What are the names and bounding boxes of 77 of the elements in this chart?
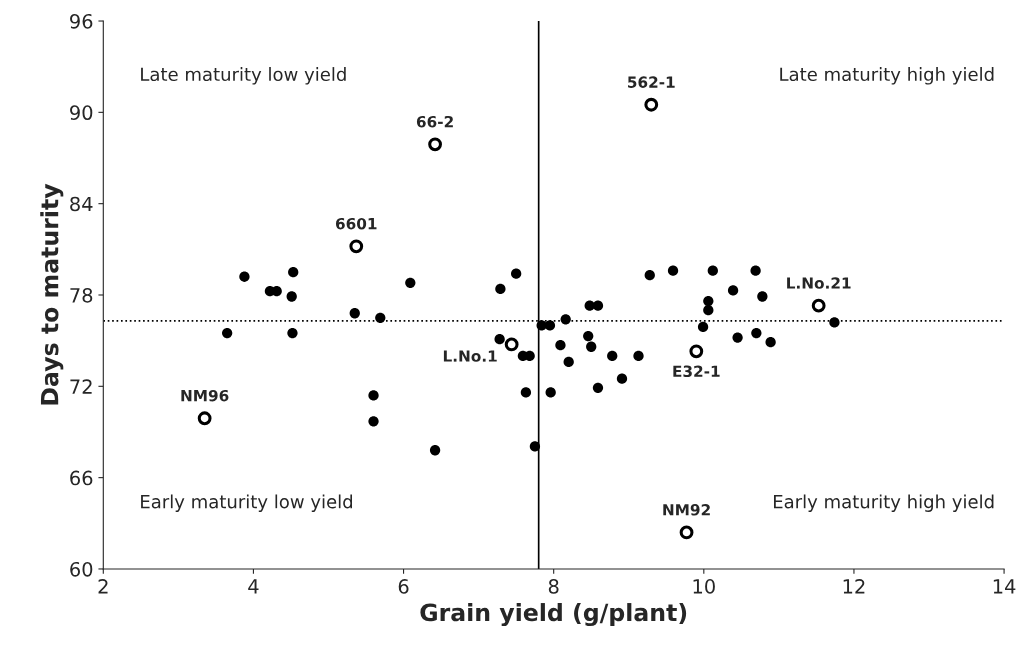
point <box>504 337 519 352</box>
y-tick-label: 66 <box>70 470 93 486</box>
point <box>750 265 761 276</box>
point <box>555 340 566 351</box>
point <box>607 350 618 362</box>
point <box>563 356 574 368</box>
point <box>560 314 571 325</box>
y-tick-label: 60 <box>70 561 93 577</box>
annotation: Early maturity low yield <box>141 494 352 512</box>
x-tick-label: 6 <box>398 579 409 594</box>
y-tick-label: 72 <box>70 379 92 394</box>
point <box>697 321 709 333</box>
point <box>707 265 718 276</box>
point <box>544 320 556 331</box>
point <box>405 277 416 288</box>
point <box>633 350 644 362</box>
point <box>368 416 379 427</box>
x-tick-label: 12 <box>843 579 865 594</box>
point <box>529 441 541 452</box>
point <box>644 97 659 112</box>
x-tick-label: 8 <box>548 579 559 594</box>
annotation: L.No.21 <box>787 277 851 289</box>
point <box>727 285 739 296</box>
point <box>520 387 532 398</box>
point <box>703 295 714 307</box>
point <box>428 137 442 152</box>
point <box>616 373 628 384</box>
y-tick-label: 78 <box>70 287 93 303</box>
annotation: Late maturity high yield <box>780 67 994 85</box>
point <box>765 337 776 348</box>
point <box>644 270 655 281</box>
point <box>829 317 840 328</box>
point <box>239 271 250 282</box>
annotation: NM92 <box>663 504 710 516</box>
point <box>368 390 379 401</box>
point <box>197 411 212 426</box>
point <box>732 332 743 343</box>
x-tick-label: 10 <box>693 579 715 594</box>
x-tick-label: 2 <box>98 579 108 594</box>
point <box>288 267 299 278</box>
annotation: NM96 <box>181 389 229 402</box>
point <box>429 445 441 456</box>
point <box>703 305 714 316</box>
point <box>592 382 604 393</box>
annotation: Late maturity low yield <box>141 67 346 85</box>
point <box>511 268 522 279</box>
y-axis-title: Days to maturity <box>40 183 64 405</box>
point <box>375 312 386 323</box>
point <box>583 330 594 342</box>
point <box>757 291 768 302</box>
point <box>349 308 360 319</box>
x-tick-label: 14 <box>993 579 1016 594</box>
point <box>222 327 233 339</box>
annotation: E32-1 <box>673 365 720 378</box>
annotation: L.No.1 <box>443 350 497 362</box>
x-tick-label: 4 <box>248 579 259 594</box>
point <box>679 525 694 540</box>
point <box>494 333 505 345</box>
annotation: 66-2 <box>416 115 453 128</box>
point <box>689 344 704 359</box>
y-tick-label: 90 <box>70 105 93 121</box>
x-axis-title: Grain yield (g/plant) <box>420 603 687 627</box>
annotation: 562-1 <box>628 76 675 88</box>
annotation: Early maturity high yield <box>773 494 994 512</box>
point <box>545 387 556 398</box>
point <box>287 327 298 339</box>
point <box>286 291 297 302</box>
point <box>667 265 679 276</box>
y-tick-label: 84 <box>70 196 93 212</box>
y-tick-label: 96 <box>70 13 93 29</box>
point <box>592 300 604 311</box>
point <box>811 298 826 313</box>
point <box>349 239 364 254</box>
point <box>751 327 762 339</box>
annotation: 6601 <box>335 217 377 230</box>
point <box>586 341 597 352</box>
point <box>495 283 506 295</box>
